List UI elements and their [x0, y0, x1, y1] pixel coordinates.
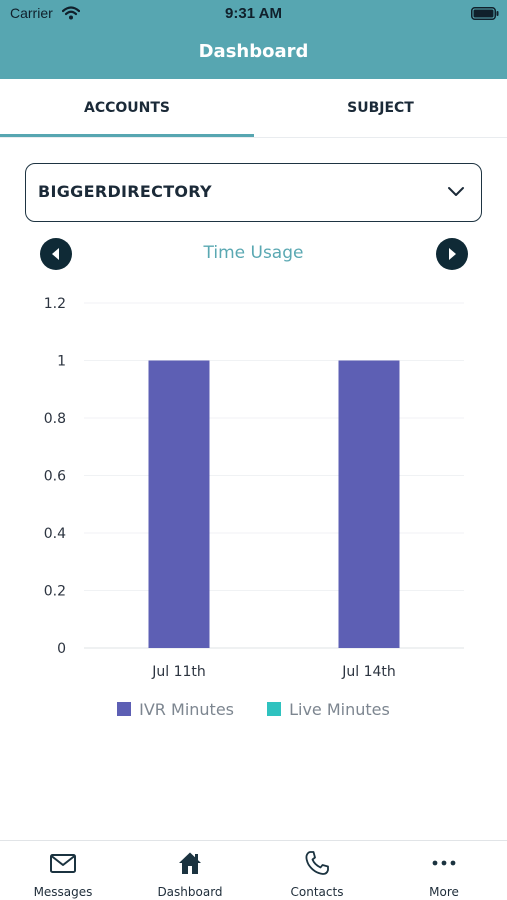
chevron-down-icon — [448, 187, 464, 196]
legend-item-ivr: IVR Minutes — [117, 700, 234, 719]
more-icon — [432, 860, 456, 866]
tabbar-item-messages[interactable]: Messages — [0, 841, 126, 900]
chart-title: Time Usage — [203, 243, 304, 263]
x-tick-label: Jul 11th — [151, 664, 206, 680]
x-tick-label: Jul 14th — [341, 664, 396, 680]
bar-ivr-minutes — [148, 360, 210, 648]
y-tick-label: 1 — [57, 354, 66, 370]
status-bar: Carrier 9:31 AM — [0, 0, 507, 28]
caret-right-icon — [449, 248, 456, 260]
time-usage-chart: 0 0.2 0.4 0.6 0.8 1 1.2 Jul 11th Jul 14th — [44, 296, 464, 680]
bar-ivr-minutes — [338, 360, 400, 648]
app-header: Carrier 9:31 AM Dashboard — [0, 0, 507, 79]
y-tick-label: 0.6 — [44, 469, 66, 485]
y-tick-label: 0.8 — [44, 411, 66, 427]
legend-item-live: Live Minutes — [267, 700, 390, 719]
legend-label-live: Live Minutes — [289, 700, 390, 719]
active-tab-indicator — [0, 134, 254, 137]
status-time: 9:31 AM — [225, 5, 282, 22]
tabbar-label-more: More — [429, 885, 459, 899]
next-chart-button[interactable] — [436, 238, 468, 270]
wifi-icon — [62, 6, 80, 20]
y-tick-label: 0.4 — [44, 526, 66, 542]
tabbar-label-contacts: Contacts — [290, 885, 344, 899]
page-title: Dashboard — [198, 41, 309, 62]
battery-icon — [471, 7, 499, 20]
bottom-tab-bar: Messages Dashboard Contacts More — [0, 840, 507, 900]
segment-tabs: ACCOUNTS SUBJECT — [0, 79, 507, 138]
y-tick-label: 0 — [57, 641, 66, 657]
caret-left-icon — [52, 248, 59, 260]
legend-swatch-live — [267, 702, 282, 716]
tabbar-item-contacts[interactable]: Contacts — [254, 841, 380, 900]
carrier-label: Carrier — [10, 5, 53, 21]
tabbar-item-more[interactable]: More — [381, 841, 507, 900]
account-dropdown-value: BIGGERDIRECTORY — [38, 182, 212, 201]
tabbar-item-dashboard[interactable]: Dashboard — [127, 841, 253, 900]
tab-accounts[interactable]: ACCOUNTS — [83, 100, 170, 116]
chart-legend: IVR Minutes Live Minutes — [0, 700, 507, 719]
account-dropdown[interactable]: BIGGERDIRECTORY — [25, 163, 482, 222]
home-icon — [179, 852, 201, 874]
tabbar-label-messages: Messages — [33, 885, 93, 899]
envelope-icon — [50, 854, 76, 873]
tab-subject[interactable]: SUBJECT — [347, 100, 414, 116]
legend-label-ivr: IVR Minutes — [139, 700, 234, 719]
y-tick-label: 0.2 — [44, 584, 66, 600]
tabbar-label-dashboard: Dashboard — [157, 885, 223, 899]
y-tick-label: 1.2 — [44, 296, 66, 312]
previous-chart-button[interactable] — [40, 238, 72, 270]
legend-swatch-ivr — [117, 702, 132, 716]
phone-icon — [305, 851, 329, 875]
